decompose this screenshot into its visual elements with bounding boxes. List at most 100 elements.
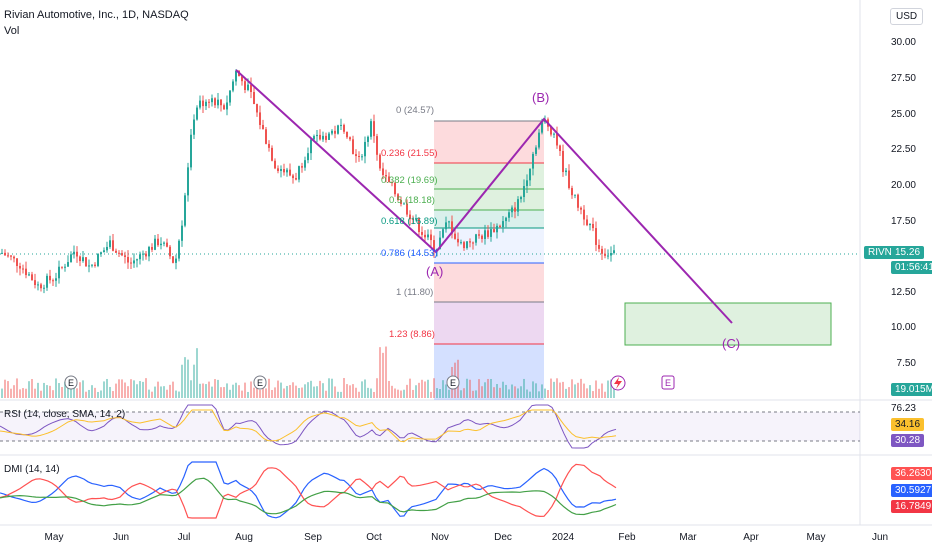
candle-body <box>115 250 117 253</box>
candle-body <box>406 203 408 215</box>
volume-bar <box>76 388 78 398</box>
candle-body <box>397 194 399 201</box>
volume-bar <box>463 388 465 398</box>
volume-bar <box>13 385 15 398</box>
volume-bar <box>49 385 51 398</box>
candle-body <box>370 121 372 137</box>
volume-bar <box>319 380 321 398</box>
candle-body <box>448 221 450 223</box>
volume-bar <box>112 391 114 398</box>
candle-body <box>280 169 282 171</box>
volume-bar <box>100 390 102 398</box>
dmi-title[interactable]: DMI (14, 14) <box>4 464 60 475</box>
volume-bar <box>127 386 129 398</box>
candle-body <box>55 278 57 281</box>
candle-body <box>298 166 300 180</box>
candle-body <box>7 255 9 257</box>
fibonacci-retracement[interactable] <box>434 120 544 400</box>
symbol-price-tag: RIVN <box>864 246 896 259</box>
volume-bar <box>301 387 303 398</box>
volume-bar <box>361 381 363 398</box>
dividend-lightning-icon[interactable] <box>610 375 626 391</box>
month-label: May <box>806 532 826 543</box>
volume-bar <box>175 390 177 398</box>
volume-bar <box>172 381 174 398</box>
volume-bar <box>610 379 612 398</box>
candle-body <box>310 139 312 154</box>
volume-bar <box>289 385 291 398</box>
candle-body <box>478 234 480 236</box>
volume-bar <box>241 390 243 398</box>
volume-bar <box>34 388 36 398</box>
candle-body <box>226 102 228 110</box>
volume-bar <box>106 378 108 398</box>
currency-button[interactable]: USD <box>890 8 924 25</box>
price-tick: 12.50 <box>890 287 916 298</box>
candle-body <box>316 134 318 137</box>
candle-body <box>583 209 585 220</box>
rsi-title[interactable]: RSI (14, close, SMA, 14, 2) <box>4 409 126 420</box>
price-tick: 20.00 <box>890 180 916 191</box>
candle-body <box>361 156 363 158</box>
target-zone[interactable] <box>624 302 832 346</box>
dmi-adx-tag: 16.7849 <box>891 500 932 513</box>
earnings-marker[interactable]: E <box>253 375 267 390</box>
price-tick: 17.50 <box>890 216 916 227</box>
candle-body <box>61 266 63 268</box>
candle-body <box>475 234 477 243</box>
candle-body <box>265 129 267 144</box>
candle-body <box>325 135 327 140</box>
candle-body <box>289 169 291 176</box>
volume-bar <box>196 348 198 398</box>
volume-bar <box>37 382 39 398</box>
volume-bar <box>130 379 132 398</box>
volume-bar <box>247 391 249 398</box>
upcoming-earnings-marker[interactable]: E <box>661 375 675 390</box>
candle-body <box>121 253 123 256</box>
candle-body <box>562 150 564 173</box>
volume-bar <box>94 387 96 398</box>
volume-bar <box>256 386 258 398</box>
month-label: Feb <box>618 532 636 543</box>
candle-body <box>514 207 516 212</box>
candle-body <box>508 212 510 218</box>
volume-bar <box>16 378 18 398</box>
candle-body <box>457 238 459 243</box>
candle-body <box>613 250 615 254</box>
earnings-marker[interactable]: E <box>64 375 78 390</box>
volume-bar <box>334 386 336 398</box>
volume-bar <box>502 381 504 398</box>
earnings-marker[interactable]: E <box>446 375 460 390</box>
candle-body <box>166 242 168 247</box>
wave-label-a[interactable]: (A) <box>426 264 444 279</box>
bar-countdown: 01:56:41 <box>891 261 932 274</box>
candle-body <box>445 222 447 230</box>
candle-body <box>301 166 303 168</box>
volume-bar <box>28 381 30 398</box>
candle-body <box>40 284 42 289</box>
month-label: Oct <box>366 532 382 543</box>
volume-bar <box>262 388 264 398</box>
candle-body <box>46 275 48 288</box>
candle-body <box>136 259 138 261</box>
wave-label-c[interactable]: (C) <box>722 336 741 351</box>
candle-body <box>424 234 426 238</box>
candle-body <box>250 84 252 93</box>
volume-bar <box>304 384 306 398</box>
candle-body <box>1 252 3 254</box>
volume-indicator-label[interactable]: Vol <box>4 25 20 37</box>
candle-body <box>187 167 189 196</box>
candle-body <box>586 219 588 226</box>
candle-body <box>184 195 186 226</box>
wave-label-b[interactable]: (B) <box>532 90 550 105</box>
volume-bar <box>178 391 180 398</box>
volume-bar <box>64 381 66 398</box>
volume-bar <box>79 382 81 398</box>
candle-body <box>505 217 507 222</box>
symbol-title[interactable]: Rivian Automotive, Inc., 1D, NASDAQ <box>4 9 189 21</box>
volume-bar <box>97 391 99 398</box>
volume-bar <box>514 386 516 398</box>
fib-level-label: 0.786 (14.53) <box>381 248 438 259</box>
candle-body <box>229 90 231 103</box>
